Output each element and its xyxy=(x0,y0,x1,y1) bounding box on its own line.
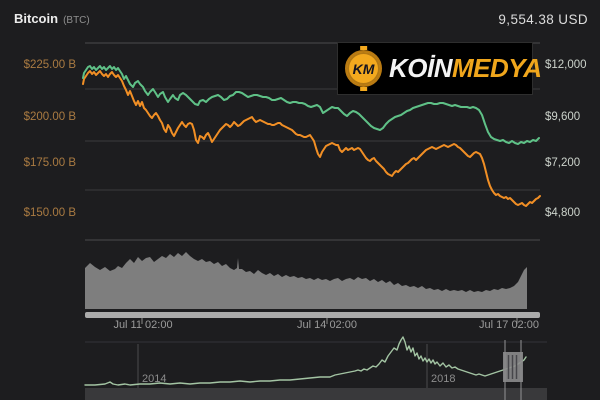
brand-koin: KOİN xyxy=(389,53,453,83)
time-axis-label: Jul 17 02:00 xyxy=(479,319,539,331)
brand-medya: MEDYA xyxy=(452,53,542,83)
mcap-axis-label: $150.00 B xyxy=(23,207,76,219)
current-price: 9,554.38 USD xyxy=(498,12,588,27)
koinmedya-coin-icon: KM xyxy=(345,50,382,87)
mcap-axis-label: $200.00 B xyxy=(23,111,76,123)
price-axis-label: $9,600 xyxy=(545,111,581,123)
nav-year-label: 2018 xyxy=(431,373,456,385)
chart-scrollbar[interactable] xyxy=(85,312,540,318)
header: Bitcoin (BTC) xyxy=(14,11,90,26)
nav-scrollbar-track[interactable] xyxy=(85,388,547,400)
asset-name: Bitcoin xyxy=(14,11,59,26)
price-line xyxy=(82,65,540,145)
market-cap-line xyxy=(82,70,541,207)
koinmedya-logo: KM KOİNMEDYA xyxy=(337,42,542,95)
mcap-axis-label: $175.00 B xyxy=(23,157,76,169)
price-axis-label: $4,800 xyxy=(545,207,581,219)
coin-monogram: KM xyxy=(352,60,375,77)
price-axis-label: $12,000 xyxy=(545,59,587,71)
price-axis-label: $7,200 xyxy=(545,157,581,169)
volume-area xyxy=(85,252,527,309)
time-axis-label: Jul 11 02:00 xyxy=(113,319,173,331)
koinmedya-wordmark: KOİNMEDYA xyxy=(389,53,542,84)
time-axis-label: Jul 14 02:00 xyxy=(297,319,357,331)
nav-year-label: 2014 xyxy=(142,373,167,385)
mcap-axis-label: $225.00 B xyxy=(23,59,76,71)
asset-symbol: (BTC) xyxy=(63,15,90,26)
nav-price-line xyxy=(84,336,527,386)
